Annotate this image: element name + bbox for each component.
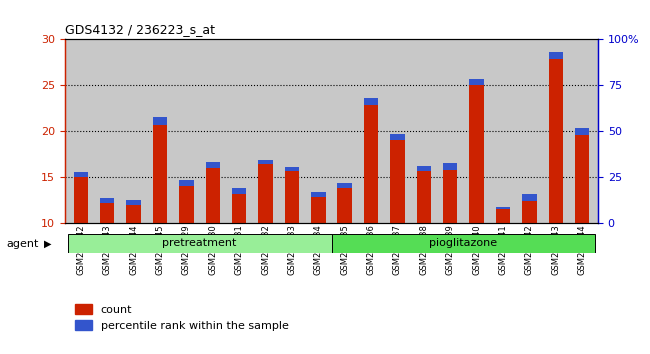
Bar [443,170,458,223]
Bar [179,186,194,223]
Bar [205,162,220,168]
Text: ▶: ▶ [44,239,52,249]
Bar [469,79,484,85]
Bar [522,194,537,201]
Bar [232,188,246,194]
Text: pretreatment: pretreatment [162,238,237,249]
Bar [285,167,299,171]
Bar [100,203,114,223]
Bar [364,98,378,105]
Bar [469,85,484,223]
Bar [390,134,405,140]
Text: agent: agent [6,239,39,249]
Bar [100,198,114,203]
Bar [126,205,141,223]
Bar [205,168,220,223]
Legend: count, percentile rank within the sample: count, percentile rank within the sample [71,299,293,335]
Bar [332,234,595,253]
Bar [417,171,431,223]
Bar [179,180,194,186]
Bar [496,207,510,209]
Bar [337,188,352,223]
Bar [443,163,458,170]
Bar [311,192,326,197]
Bar [390,140,405,223]
Bar [73,177,88,223]
Bar [73,172,88,177]
Bar [549,52,563,59]
Bar [258,164,273,223]
Bar [575,128,590,135]
Bar [311,197,326,223]
Bar [68,234,332,253]
Bar [496,209,510,223]
Bar [417,166,431,171]
Bar [364,105,378,223]
Bar [153,117,167,125]
Bar [285,171,299,223]
Bar [126,200,141,205]
Text: pioglitazone: pioglitazone [430,238,497,249]
Bar [575,135,590,223]
Bar [549,59,563,223]
Bar [153,125,167,223]
Bar [337,183,352,188]
Text: GDS4132 / 236223_s_at: GDS4132 / 236223_s_at [65,23,215,36]
Bar [232,194,246,223]
Bar [258,160,273,164]
Bar [522,201,537,223]
